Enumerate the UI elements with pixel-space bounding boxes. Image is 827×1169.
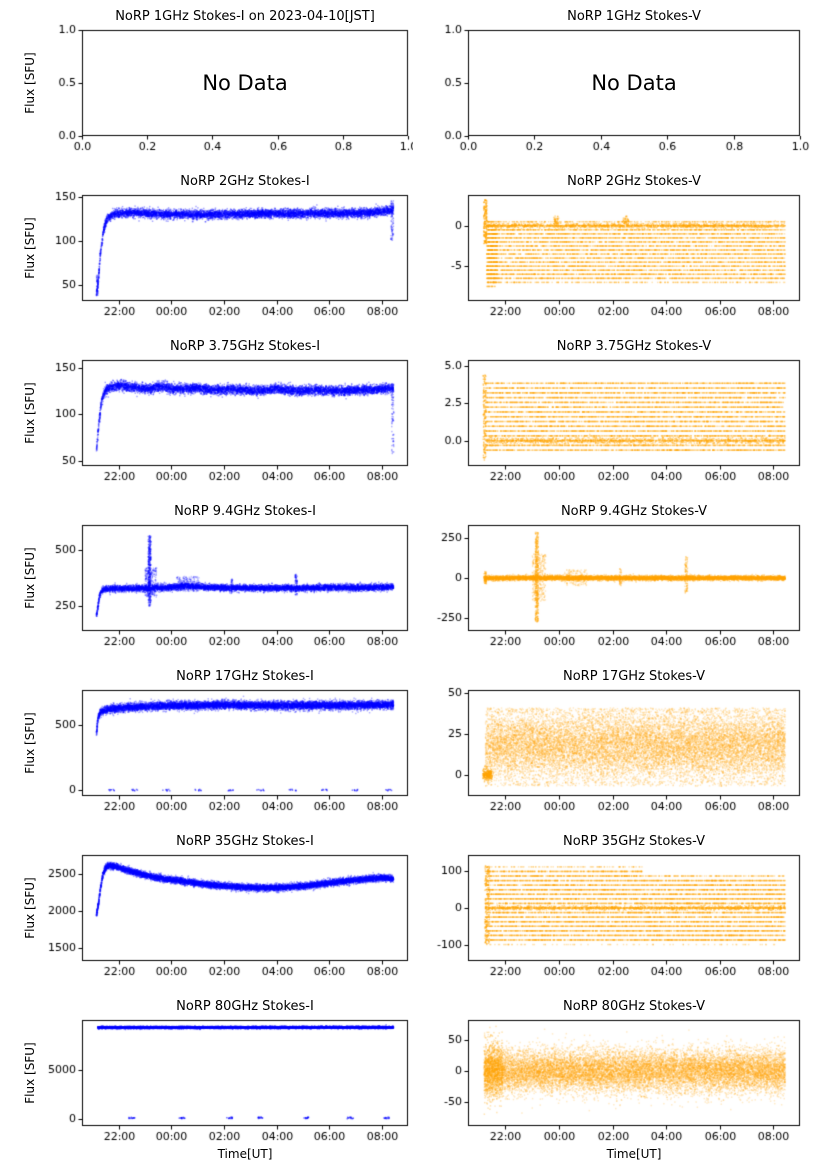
subplot-17ghz-stokes-v: NoRP 17GHz Stokes-V <box>413 660 827 825</box>
plot-title: NoRP 1GHz Stokes-V <box>567 9 701 24</box>
subplot-3-75ghz-stokes-i: NoRP 3.75GHz Stokes-I Flux [SFU] <box>0 330 413 495</box>
subplot-9-4ghz-stokes-v: NoRP 9.4GHz Stokes-V <box>413 495 827 660</box>
plot-title: NoRP 80GHz Stokes-V <box>563 999 705 1014</box>
plot-canvas-1ghz-stokes-i <box>0 0 413 165</box>
subplot-2ghz-stokes-i: NoRP 2GHz Stokes-I Flux [SFU] <box>0 165 413 330</box>
plot-canvas-80ghz-stokes-v <box>413 990 827 1169</box>
plot-canvas-17ghz-stokes-v <box>413 660 827 825</box>
plot-title: NoRP 35GHz Stokes-V <box>563 834 705 849</box>
plot-title: NoRP 17GHz Stokes-I <box>176 669 314 684</box>
plot-canvas-2ghz-stokes-v <box>413 165 827 330</box>
plot-canvas-80ghz-stokes-i <box>0 990 413 1169</box>
y-axis-label: Flux [SFU] <box>23 877 37 939</box>
plot-title: NoRP 3.75GHz Stokes-I <box>169 339 321 354</box>
subplot-1ghz-stokes-v: NoRP 1GHz Stokes-V No Data <box>413 0 827 165</box>
plot-canvas-9-4ghz-stokes-v <box>413 495 827 660</box>
plot-canvas-2ghz-stokes-i <box>0 165 413 330</box>
plot-title: NoRP 80GHz Stokes-I <box>176 999 314 1014</box>
plot-title: NoRP 17GHz Stokes-V <box>563 669 705 684</box>
y-axis-label: Flux [SFU] <box>23 547 37 609</box>
subplot-80ghz-stokes-i: NoRP 80GHz Stokes-I Flux [SFU] Time[UT] <box>0 990 413 1169</box>
plot-title: NoRP 2GHz Stokes-V <box>567 174 701 189</box>
plot-canvas-17ghz-stokes-i <box>0 660 413 825</box>
plot-title: NoRP 9.4GHz Stokes-I <box>174 504 316 519</box>
subplot-17ghz-stokes-i: NoRP 17GHz Stokes-I Flux [SFU] <box>0 660 413 825</box>
plot-title: NoRP 3.75GHz Stokes-V <box>556 339 712 354</box>
plot-canvas-3-75ghz-stokes-v <box>413 330 827 495</box>
subplot-3-75ghz-stokes-v: NoRP 3.75GHz Stokes-V <box>413 330 827 495</box>
y-axis-label: Flux [SFU] <box>23 382 37 444</box>
subplot-35ghz-stokes-v: NoRP 35GHz Stokes-V <box>413 825 827 990</box>
subplot-35ghz-stokes-i: NoRP 35GHz Stokes-I Flux [SFU] <box>0 825 413 990</box>
plot-canvas-1ghz-stokes-v <box>413 0 827 165</box>
plot-canvas-3-75ghz-stokes-i <box>0 330 413 495</box>
subplot-80ghz-stokes-v: NoRP 80GHz Stokes-V Time[UT] <box>413 990 827 1169</box>
subplot-2ghz-stokes-v: NoRP 2GHz Stokes-V <box>413 165 827 330</box>
subplot-9-4ghz-stokes-i: NoRP 9.4GHz Stokes-I Flux [SFU] <box>0 495 413 660</box>
plot-title: NoRP 9.4GHz Stokes-V <box>560 504 708 519</box>
y-axis-label: Flux [SFU] <box>23 1042 37 1104</box>
plot-canvas-35ghz-stokes-v <box>413 825 827 990</box>
plot-canvas-9-4ghz-stokes-i <box>0 495 413 660</box>
plot-title: NoRP 2GHz Stokes-I <box>180 174 310 189</box>
y-axis-label: Flux [SFU] <box>23 712 37 774</box>
y-axis-label: Flux [SFU] <box>23 52 37 114</box>
subplot-1ghz-stokes-i: NoRP 1GHz Stokes-I on 2023-04-10[JST] Fl… <box>0 0 413 165</box>
plot-title: NoRP 1GHz Stokes-I on 2023-04-10[JST] <box>115 9 375 24</box>
no-data-text: No Data <box>202 71 288 95</box>
no-data-text: No Data <box>591 71 677 95</box>
y-axis-label: Flux [SFU] <box>23 217 37 279</box>
plot-canvas-35ghz-stokes-i <box>0 825 413 990</box>
x-axis-label: Time[UT] <box>606 1147 662 1161</box>
plot-title: NoRP 35GHz Stokes-I <box>176 834 314 849</box>
x-axis-label: Time[UT] <box>217 1147 273 1161</box>
